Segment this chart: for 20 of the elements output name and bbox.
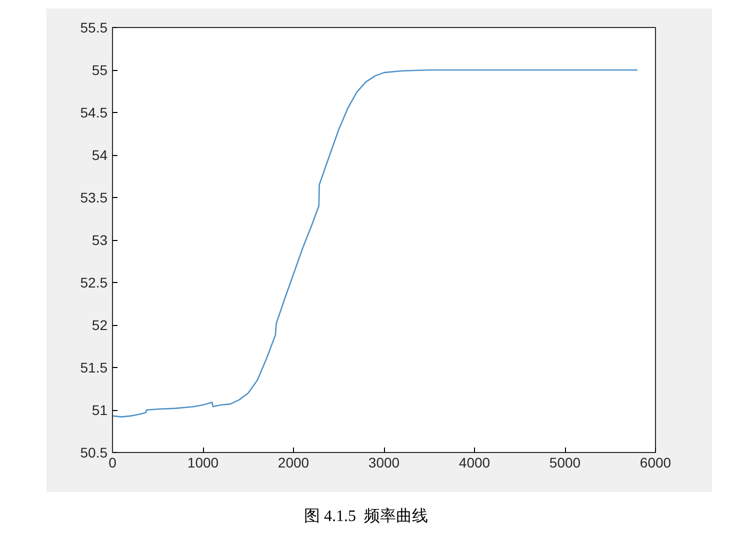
caption: 图 4.1.5 频率曲线 xyxy=(304,506,428,527)
x-tick-label: 6000 xyxy=(640,454,672,470)
x-tick-label: 5000 xyxy=(549,454,581,470)
y-tick-label: 50.5 xyxy=(80,444,108,460)
x-tick-label: 1000 xyxy=(187,454,219,470)
y-tick-label: 54.5 xyxy=(80,104,108,120)
y-tick-label: 53 xyxy=(92,232,108,248)
y-tick-label: 55.5 xyxy=(80,20,108,36)
y-tick-label: 51.5 xyxy=(80,360,108,376)
y-tick-label: 52 xyxy=(92,317,108,333)
y-tick-label: 51 xyxy=(92,402,108,418)
x-tick-label: 2000 xyxy=(278,454,310,470)
x-tick-label: 4000 xyxy=(458,454,490,470)
x-tick-label: 0 xyxy=(108,454,117,470)
y-tick-label: 52.5 xyxy=(80,274,108,290)
y-tick-label: 54 xyxy=(92,147,108,163)
x-tick-label: 3000 xyxy=(368,454,400,470)
y-tick-label: 53.5 xyxy=(80,190,108,206)
y-tick-label: 55 xyxy=(92,62,108,78)
line-series xyxy=(112,69,638,418)
